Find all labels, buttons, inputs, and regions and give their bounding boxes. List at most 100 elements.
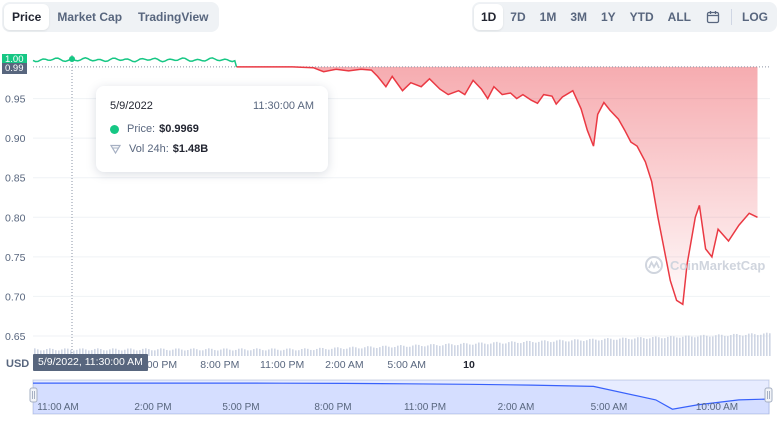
volume-bar	[310, 349, 312, 356]
range-ytd-button[interactable]: YTD	[629, 10, 654, 24]
volume-bar	[145, 348, 147, 356]
y-tick-label: 0.75	[5, 252, 26, 264]
volume-bar	[286, 348, 288, 356]
volume-bar	[61, 349, 63, 356]
volume-bar	[106, 350, 108, 356]
volume-bar	[550, 342, 552, 356]
volume-bar	[82, 348, 84, 356]
date-picker-button[interactable]	[698, 4, 728, 30]
volume-bar	[295, 350, 297, 356]
volume-bar	[397, 345, 399, 356]
volume-bar	[652, 337, 654, 356]
volume-bar	[103, 350, 105, 356]
volume-bar	[760, 334, 762, 356]
volume-bar	[694, 337, 696, 356]
volume-bar	[358, 348, 360, 356]
volume-bar	[601, 340, 603, 356]
range-1m-button[interactable]: 1M	[539, 10, 557, 24]
volume-bar	[607, 338, 609, 356]
navigator-left-handle[interactable]	[29, 387, 38, 403]
volume-bar	[301, 348, 303, 356]
volume-bar	[64, 348, 66, 356]
volume-bar	[97, 348, 99, 356]
volume-bar	[199, 350, 201, 356]
volume-bar	[553, 341, 555, 356]
volume-bar	[136, 350, 138, 356]
range-1d-button[interactable]: 1D	[473, 4, 504, 30]
volume-bar	[535, 342, 537, 356]
volume-bar	[76, 349, 78, 356]
range-all-button[interactable]: ALL	[667, 10, 691, 24]
volume-bar	[40, 350, 42, 356]
volume-bar	[373, 347, 375, 356]
volume-bar	[247, 350, 249, 356]
volume-bar	[367, 346, 369, 356]
volume-bar	[706, 335, 708, 356]
range-7d-button[interactable]: 7D	[510, 10, 526, 24]
last-price-flag: 0.99	[2, 63, 27, 74]
price-tooltip: 5/9/2022 11:30:00 AM Price: $0.9969 Vol …	[96, 86, 328, 172]
volume-bar	[118, 349, 120, 356]
volume-bar	[745, 334, 747, 356]
range-1y-button[interactable]: 1Y	[600, 10, 616, 24]
volume-bar	[175, 348, 177, 356]
tab-market-cap[interactable]: Market Cap	[57, 10, 123, 24]
chart-type-tabs: Price Market Cap TradingView	[2, 2, 219, 32]
volume-bar	[442, 345, 444, 356]
volume-bar	[67, 348, 69, 356]
volume-bar	[439, 345, 441, 356]
volume-bar	[640, 337, 642, 356]
y-tick-label: 0.65	[5, 331, 26, 343]
volume-bar	[697, 336, 699, 356]
navigator-right-handle[interactable]	[764, 387, 773, 403]
diamond-icon	[110, 144, 121, 154]
volume-bar	[316, 348, 318, 356]
volume-bar	[676, 337, 678, 356]
navigator-line	[33, 382, 771, 410]
tooltip-price-label: Price:	[127, 123, 156, 135]
volume-bar	[340, 348, 342, 356]
price-line-below-baseline	[236, 66, 758, 306]
volume-bar	[655, 336, 657, 356]
volume-bar	[319, 347, 321, 356]
volume-bar	[289, 348, 291, 356]
volume-bar	[580, 340, 582, 356]
volume-bar	[259, 348, 261, 356]
log-scale-button[interactable]: LOG	[742, 10, 768, 24]
volume-bar	[46, 349, 48, 356]
volume-bar	[736, 333, 738, 356]
volume-bar	[415, 344, 417, 356]
volume-bar	[283, 349, 285, 356]
navigator-selection[interactable]	[33, 380, 769, 414]
volume-bar	[451, 344, 453, 356]
volume-bar	[313, 350, 315, 356]
volume-bar	[55, 350, 57, 356]
volume-bar	[562, 340, 564, 356]
volume-bar	[331, 348, 333, 356]
volume-bar	[73, 350, 75, 356]
volume-bar	[304, 348, 306, 356]
volume-bar	[703, 334, 705, 356]
tab-price[interactable]: Price	[4, 4, 50, 30]
tooltip-price-value: $0.9969	[159, 123, 199, 135]
volume-bar	[112, 348, 114, 356]
navigator-frame	[32, 379, 770, 415]
volume-bar	[178, 348, 180, 356]
volume-bar	[298, 350, 300, 356]
tab-tradingview[interactable]: TradingView	[138, 10, 209, 24]
volume-bar	[127, 348, 129, 356]
volume-bar	[544, 340, 546, 356]
volume-bar	[346, 348, 348, 356]
range-3m-button[interactable]: 3M	[570, 10, 587, 24]
navigator[interactable]: 11:00 AM 2:00 PM 5:00 PM 8:00 PM 11:00 PM 2:0…	[29, 379, 773, 415]
volume-bar	[700, 335, 702, 356]
volume-bar	[181, 349, 183, 356]
y-axis-labels: 0.95 0.90 0.85 0.80 0.75 0.70 0.65	[5, 94, 26, 343]
volume-bar	[322, 347, 324, 356]
volume-bar	[631, 339, 633, 356]
volume-bar	[769, 333, 771, 356]
volume-bar	[742, 335, 744, 356]
y-tick-label: 0.80	[5, 212, 26, 224]
volume-bar	[481, 342, 483, 356]
